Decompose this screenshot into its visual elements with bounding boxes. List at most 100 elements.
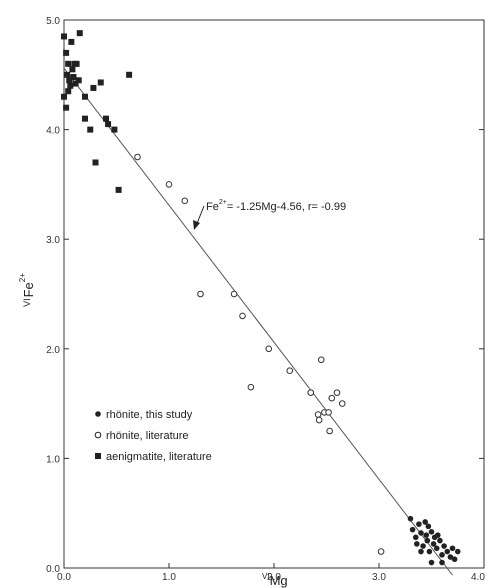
data-point-series-1 [315,416,323,424]
x-axis-label: VIMg [262,572,288,588]
data-point-series-0 [418,548,424,555]
data-point-series-0 [414,541,420,547]
data-point-series-2 [90,84,97,91]
data-point-series-2 [66,77,73,84]
legend-label-aenigmatite-literature: aenigmatite, literature [106,451,212,463]
data-point-series-0 [435,532,441,538]
legend-marker-filled-circle [95,411,101,417]
data-point-series-0 [433,545,440,552]
x-tick-label: 2.0 [267,572,281,583]
data-point-series-0 [444,548,451,555]
data-point-series-1 [307,389,315,396]
y-tick-label: 2.0 [46,345,60,356]
data-point-series-0 [425,523,432,530]
data-point-series-2 [92,159,99,166]
data-point-series-2 [64,71,71,78]
data-point-series-0 [420,543,426,549]
data-point-series-2 [63,49,70,56]
y-tick-label: 1.0 [46,454,60,465]
data-point-series-0 [428,559,435,566]
data-point-series-2 [70,73,77,80]
data-point-series-0 [424,537,431,544]
data-point-series-2 [69,66,76,73]
axis-ticks [63,19,485,569]
data-point-series-2 [72,80,79,87]
data-point-series-2 [82,115,88,122]
data-point-series-2 [105,121,112,128]
data-point-series-0 [407,515,414,522]
data-point-series-2 [65,60,72,67]
data-point-series-1 [239,312,246,320]
data-point-series-2 [63,104,70,111]
data-point-series-0 [449,545,456,552]
data-point-series-1 [326,427,333,435]
data-point-series-0 [412,534,419,541]
legend-label-rhonite-this-study: rhönite, this study [106,409,193,421]
regression-line [63,67,453,576]
data-point-series-1 [314,411,322,418]
data-point-series-0 [439,559,445,566]
data-point-series-0 [416,521,422,527]
data-point-series-1 [325,409,332,416]
y-tick-label: 3.0 [46,235,60,246]
data-point-series-1 [317,356,325,364]
data-point-series-2 [111,126,118,133]
data-point-series-2 [61,33,67,40]
data-point-series-1 [197,290,204,298]
data-point-series-0 [437,537,443,544]
data-point-series-0 [430,541,437,547]
data-point-series-1 [328,394,336,402]
data-point-series-2 [68,38,75,45]
legend: rhönite, this study rhönite, literature … [94,409,212,463]
data-point-series-0 [451,556,458,563]
x-tick-label: 4.0 [471,572,485,583]
data-point-series-2 [67,82,74,89]
data-point-series-2 [115,186,122,193]
y-tick-label: 4.0 [46,126,60,137]
data-point-series-0 [447,554,454,560]
data-point-series-0 [409,526,416,533]
data-point-series-1 [286,367,294,375]
regression-arrowhead [193,220,200,230]
data-point-series-1 [181,197,189,205]
data-point-series-2 [73,60,80,67]
y-tick-label: 0.0 [46,564,60,575]
regression-equation: Fe2+= -1.25Mg-4.56, r= -0.99 [206,199,346,213]
x-tick-label: 3.0 [372,572,386,583]
data-point-series-1 [333,389,341,396]
data-point-series-0 [423,532,430,538]
data-point-series-1 [247,383,255,391]
data-point-series-0 [428,529,435,535]
data-point-series-2 [82,93,88,100]
x-tick-label: 0.0 [57,572,71,583]
data-point-series-2 [97,79,104,86]
data-point-series-1 [377,548,385,555]
legend-label-rhonite-literature: rhönite, literature [106,430,189,442]
data-point-series-1 [230,290,238,298]
y-tick-label: 5.0 [46,16,60,27]
data-point-series-1 [165,181,173,188]
legend-marker-open-circle [94,431,102,439]
data-point-series-2 [61,93,67,100]
axis-tick-labels: 0.0 1.0 2.0 3.0 4.0 0.0 1.0 2.0 3.0 4.0 5.0 [46,16,485,583]
data-point-series-1 [134,153,141,161]
data-point-series-0 [439,552,445,558]
data-point-series-0 [426,548,433,555]
x-tick-label: 1.0 [162,572,176,583]
data-point-series-1 [265,345,273,353]
data-point-series-0 [422,519,429,525]
data-point-series-0 [441,543,447,549]
data-point-series-2 [87,126,94,133]
data-points [61,30,461,566]
data-point-series-1 [338,400,346,407]
data-point-series-2 [65,88,72,95]
y-axis-label: VIFe2+ [18,273,36,307]
plot-frame [63,19,485,569]
data-point-series-2 [76,30,83,37]
data-point-series-0 [418,530,424,536]
legend-marker-filled-square [95,453,101,459]
data-point-series-2 [126,71,133,78]
data-point-series-0 [454,548,461,555]
data-point-series-2 [75,77,82,84]
